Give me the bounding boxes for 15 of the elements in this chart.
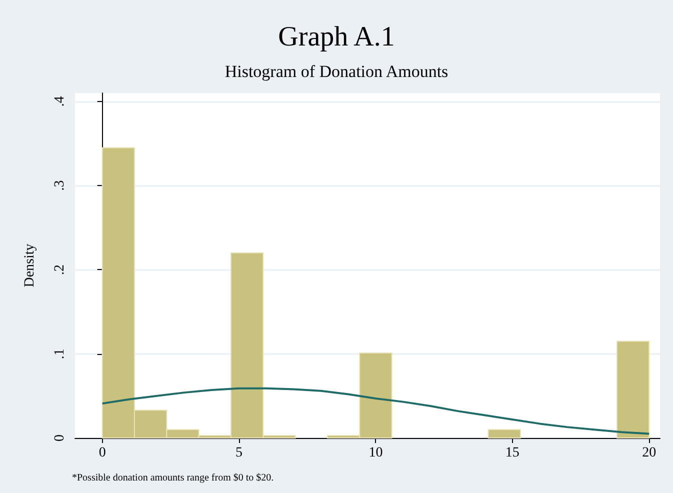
y-tick-label: 0 [52, 434, 68, 442]
line-series [101, 387, 650, 435]
y-tick-label: .3 [52, 180, 68, 191]
x-tick-label: 15 [505, 446, 520, 460]
x-tick-label: 0 [98, 446, 106, 460]
y-tick-label: .4 [52, 96, 68, 107]
chart-subtitle: Histogram of Donation Amounts [224, 62, 448, 81]
x-tick-label: 20 [642, 446, 656, 460]
text: *Possible donation amounts range from $0 to $20. [72, 472, 274, 484]
x-tick-label: 10 [368, 446, 383, 460]
x-tick-label: 5 [236, 446, 243, 460]
y-tick-label: .1 [52, 348, 68, 360]
chart-title: Graph A.1 [278, 22, 395, 52]
y-tick-label: .2 [52, 264, 68, 275]
y-axis-title: Density [22, 244, 38, 288]
